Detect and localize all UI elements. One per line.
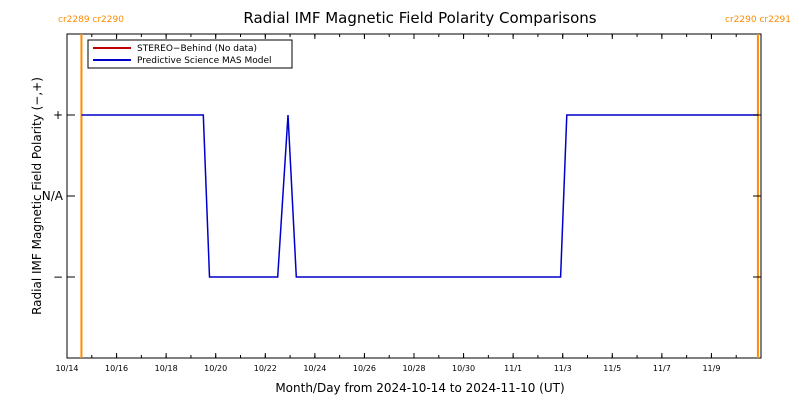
x-tick-label: 10/30 (452, 364, 475, 373)
x-tick-label: 10/26 (353, 364, 376, 373)
x-tick-label: 11/5 (603, 364, 621, 373)
y-tick-label: + (53, 108, 63, 122)
x-tick-label: 11/9 (702, 364, 720, 373)
carrington-rotation-label: cr2289 cr2290 (58, 15, 124, 25)
legend-label-stereo: STEREO−Behind (No data) (137, 44, 257, 54)
x-tick-label: 10/14 (55, 364, 78, 373)
x-tick-label: 10/16 (105, 364, 128, 373)
x-tick-label: 10/28 (402, 364, 425, 373)
legend: STEREO−Behind (No data) Predictive Scien… (87, 39, 293, 69)
y-axis-ticks: + N/A − (42, 108, 761, 284)
x-axis-ticks: 10/14 10/16 10/18 10/20 10/22 10/24 10/26 10/28… (55, 34, 762, 373)
x-tick-label: 10/24 (303, 364, 326, 373)
x-tick-label: 11/7 (653, 364, 671, 373)
x-tick-label: 10/18 (155, 364, 178, 373)
carrington-rotation-label: cr2290 cr2291 (725, 15, 791, 25)
x-tick-label: 11/1 (504, 364, 522, 373)
chart-title: Radial IMF Magnetic Field Polarity Compa… (243, 9, 596, 27)
series-lines (81, 114, 758, 278)
y-tick-label: − (53, 270, 63, 284)
series-line-mas-model (81, 114, 758, 278)
x-axis-label: Month/Day from 2024-10-14 to 2024-11-10 … (275, 381, 564, 395)
x-tick-label: 11/3 (554, 364, 572, 373)
legend-box (87, 39, 293, 69)
y-tick-label: N/A (42, 189, 64, 203)
x-tick-label: 10/22 (254, 364, 277, 373)
y-axis-label: Radial IMF Magnetic Field Polarity (−,+) (30, 77, 44, 315)
x-tick-label: 10/20 (204, 364, 227, 373)
legend-label-mas-model: Predictive Science MAS Model (137, 56, 272, 66)
